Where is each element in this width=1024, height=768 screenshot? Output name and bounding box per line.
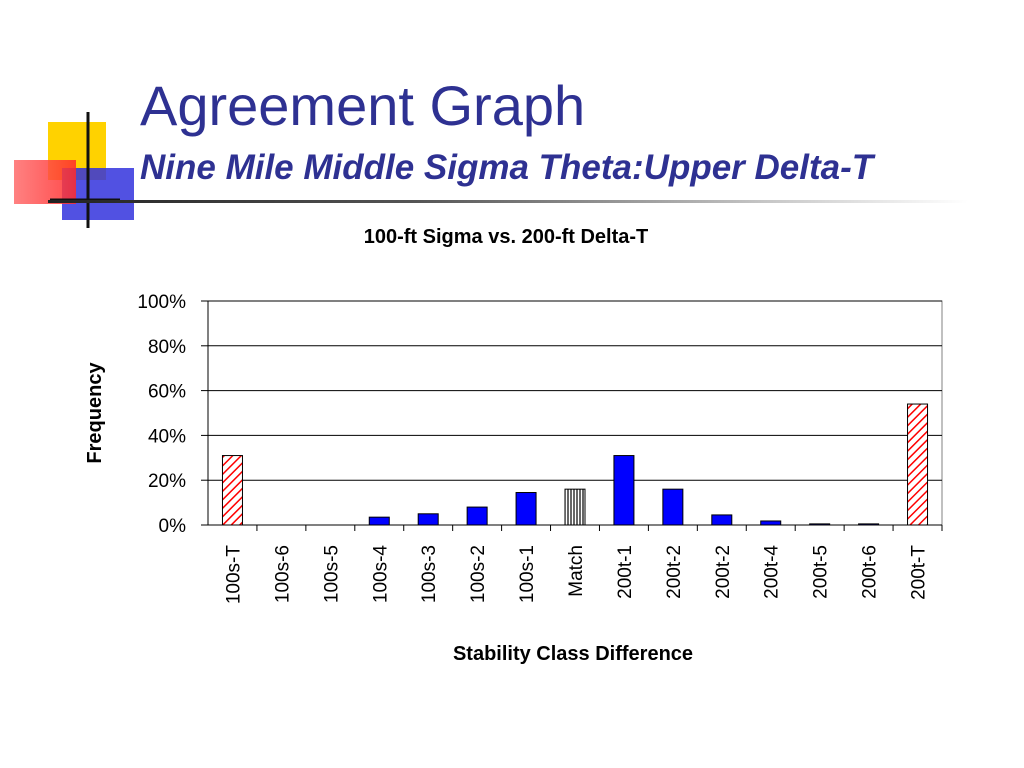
bar-100s-2 — [466, 506, 488, 526]
y-tick-label: 40% — [148, 426, 186, 447]
x-tick-label: 100s-3 — [419, 545, 440, 603]
x-tick-label: 100s-5 — [321, 545, 342, 603]
x-tick-label: 100s-T — [223, 545, 244, 605]
y-tick-label: 0% — [159, 516, 187, 537]
x-tick-label: 200t-2 — [713, 545, 734, 599]
bar-100s-1 — [515, 492, 537, 526]
bar-200t-2 — [711, 514, 733, 526]
x-axis-label: Stability Class Difference — [453, 643, 693, 665]
x-tick-label: 200t-4 — [762, 545, 783, 599]
y-tick-label: 20% — [148, 471, 186, 492]
x-tick-label: 100s-4 — [370, 545, 391, 604]
bar-200t-2 — [662, 488, 684, 526]
y-tick-label: 100% — [137, 292, 186, 313]
bar-100s-4 — [368, 516, 390, 526]
chart-title: 100-ft Sigma vs. 200-ft Delta-T — [364, 226, 649, 248]
bar-200t-4 — [760, 520, 782, 526]
x-tick-label: 200t-5 — [811, 545, 832, 599]
x-tick-label: 100s-1 — [517, 545, 538, 603]
bar-100s-3 — [417, 513, 439, 526]
y-axis-label: Frequency — [84, 362, 106, 464]
bar-200t-t — [907, 403, 929, 526]
bar-200t-1 — [613, 455, 635, 526]
title-divider — [48, 200, 968, 203]
x-tick-label: 200t-1 — [615, 545, 636, 599]
bar-100s-t — [221, 455, 243, 526]
y-tick-label: 80% — [148, 337, 186, 358]
x-tick-label: 200t-T — [909, 545, 930, 600]
bar-match — [564, 488, 586, 526]
x-tick-label: 100s-6 — [272, 545, 293, 603]
x-tick-label: 200t-6 — [860, 545, 881, 599]
x-tick-label: 200t-2 — [664, 545, 685, 599]
x-tick-label: Match — [566, 545, 587, 597]
logo-red-square — [14, 160, 76, 204]
x-tick-label: 100s-2 — [468, 545, 489, 603]
slide-subtitle: Nine Mile Middle Sigma Theta:Upper Delta… — [140, 148, 874, 187]
y-tick-label: 60% — [148, 382, 186, 403]
slide-title: Agreement Graph — [140, 74, 586, 137]
